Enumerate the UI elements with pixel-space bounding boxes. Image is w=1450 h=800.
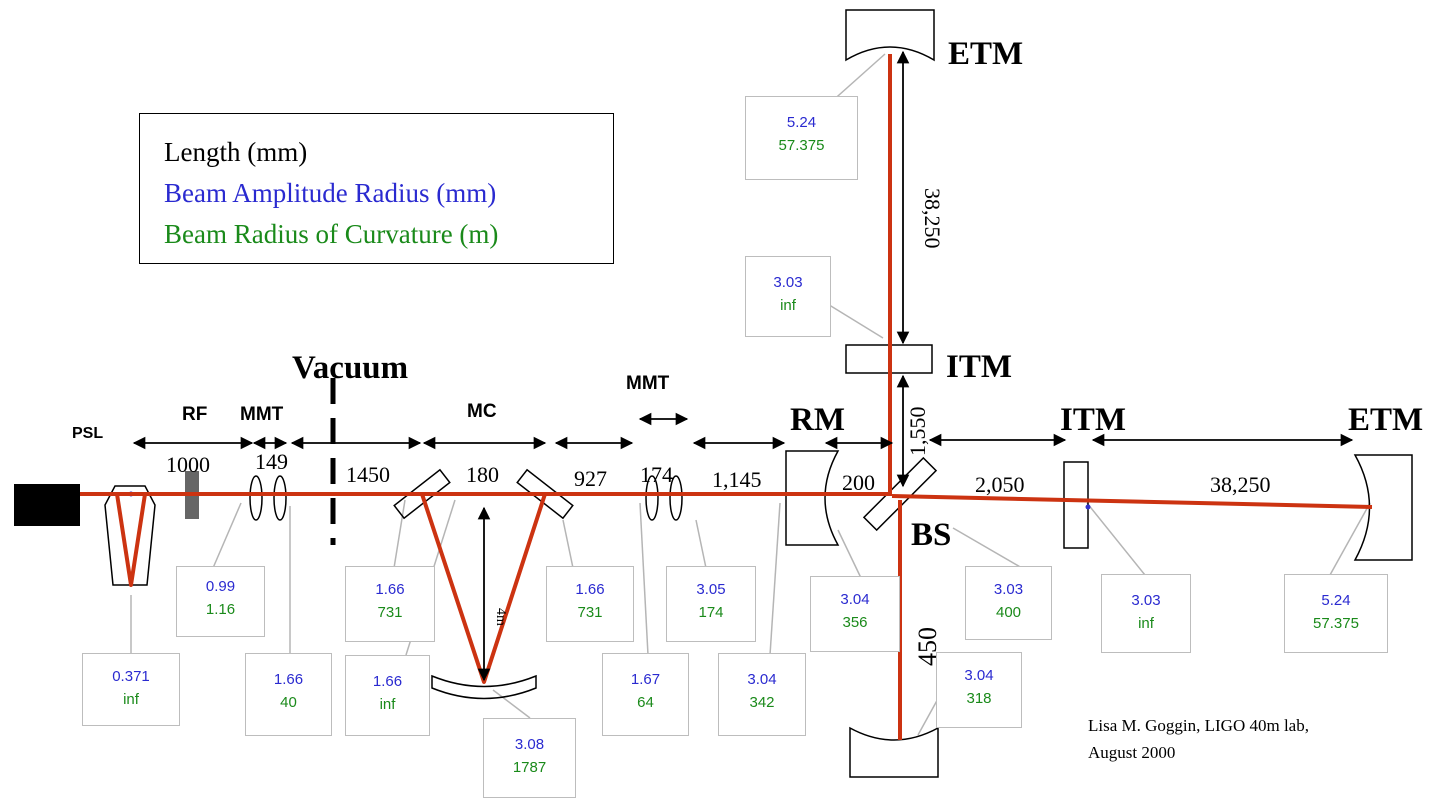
mmt1-lens2-icon [273,475,287,521]
beam-param-box: 3.04 342 [718,653,806,736]
legend-amplitude: Beam Amplitude Radius (mm) [164,178,497,208]
beam-param-box: 3.04 318 [936,652,1022,728]
beam-param-box: 1.66 40 [245,653,332,736]
rm-label: RM [790,402,845,438]
itm-right-mirror-icon [1063,461,1089,549]
beam-param-box: 3.03 inf [1101,574,1191,653]
laser-beam-path [80,54,1373,740]
itm-top-label: ITM [946,349,1012,385]
length-arm-x: 38,250 [1210,472,1271,497]
mmt2-lens1-icon [645,475,659,521]
legend: Length (mm) Beam Amplitude Radius (mm) B… [139,113,614,264]
length-mmt2: 174 [640,462,673,487]
length-arm-y: 38,250 [920,188,945,249]
rf-label: RF [182,404,208,425]
mc-label: MC [467,401,497,422]
mc-end-mirror-icon [431,674,537,700]
beam-param-box: 3.08 1787 [483,718,576,798]
beam-param-box: 1.67 64 [602,653,689,736]
itm-right-label: ITM [1060,402,1126,438]
author-credit: Lisa M. Goggin, LIGO 40m lab, August 200… [1088,712,1309,766]
beam-param-box: 3.03 inf [745,256,831,337]
mmt2-lens2-icon [669,475,683,521]
bs-label: BS [911,517,952,553]
rm-mirror-icon [785,450,840,546]
beam-param-box: 1.66 731 [345,566,435,642]
credit-line-2: August 2000 [1088,743,1176,762]
length-mc-flat: 180 [466,462,499,487]
length-rm-bs: 200 [842,470,875,495]
itm-right-waist-dot [1085,504,1091,510]
bottom-mirror-icon [849,726,939,778]
etm-right-label: ETM [1348,402,1424,438]
beam-param-box: 1.66 inf [345,655,430,736]
length-vac-mc: 1450 [346,462,390,487]
length-bs-itm-y: 1,550 [905,406,930,457]
mmt2-label: MMT [626,373,670,394]
beam-param-box: 3.04 356 [810,576,900,652]
legend-curvature: Beam Radius of Curvature (m) [164,219,499,249]
etm-top-mirror-icon [845,9,935,62]
mc-input-mirror-icon [393,468,451,520]
psl-cavity-icon [104,485,156,586]
legend-length: Length (mm) [164,137,308,167]
psl-label: PSL [72,425,104,442]
length-bs-itm-x: 2,050 [975,472,1025,497]
dimension-arrows [132,50,1354,682]
beam-param-box: 3.03 400 [965,566,1052,640]
beam-param-box: 0.371 inf [82,653,180,726]
length-mmt1: 149 [255,449,288,474]
beam-param-box: 0.99 1.16 [176,566,265,637]
mc-output-mirror-icon [516,468,574,520]
mmt1-lens1-icon [249,475,263,521]
vacuum-label: Vacuum [292,350,409,386]
mmt1-label: MMT [240,404,284,425]
credit-line-1: Lisa M. Goggin, LIGO 40m lab, [1088,716,1309,735]
bs-mirror-icon [862,456,938,532]
laser-source-icon [14,484,80,526]
length-mc-out: 927 [574,466,607,491]
beam-param-box: 5.24 57.375 [745,96,858,180]
beam-param-box: 3.05 174 [666,566,756,642]
length-mc-leg: 4m [493,608,508,626]
length-psl-rf: 1000 [166,452,210,477]
beam-param-box: 5.24 57.375 [1284,574,1388,653]
beam-param-box: 1.66 731 [546,566,634,642]
etm-top-label: ETM [948,36,1024,72]
length-mmt-rm: 1,145 [712,467,762,492]
etm-right-mirror-icon [1353,454,1413,561]
